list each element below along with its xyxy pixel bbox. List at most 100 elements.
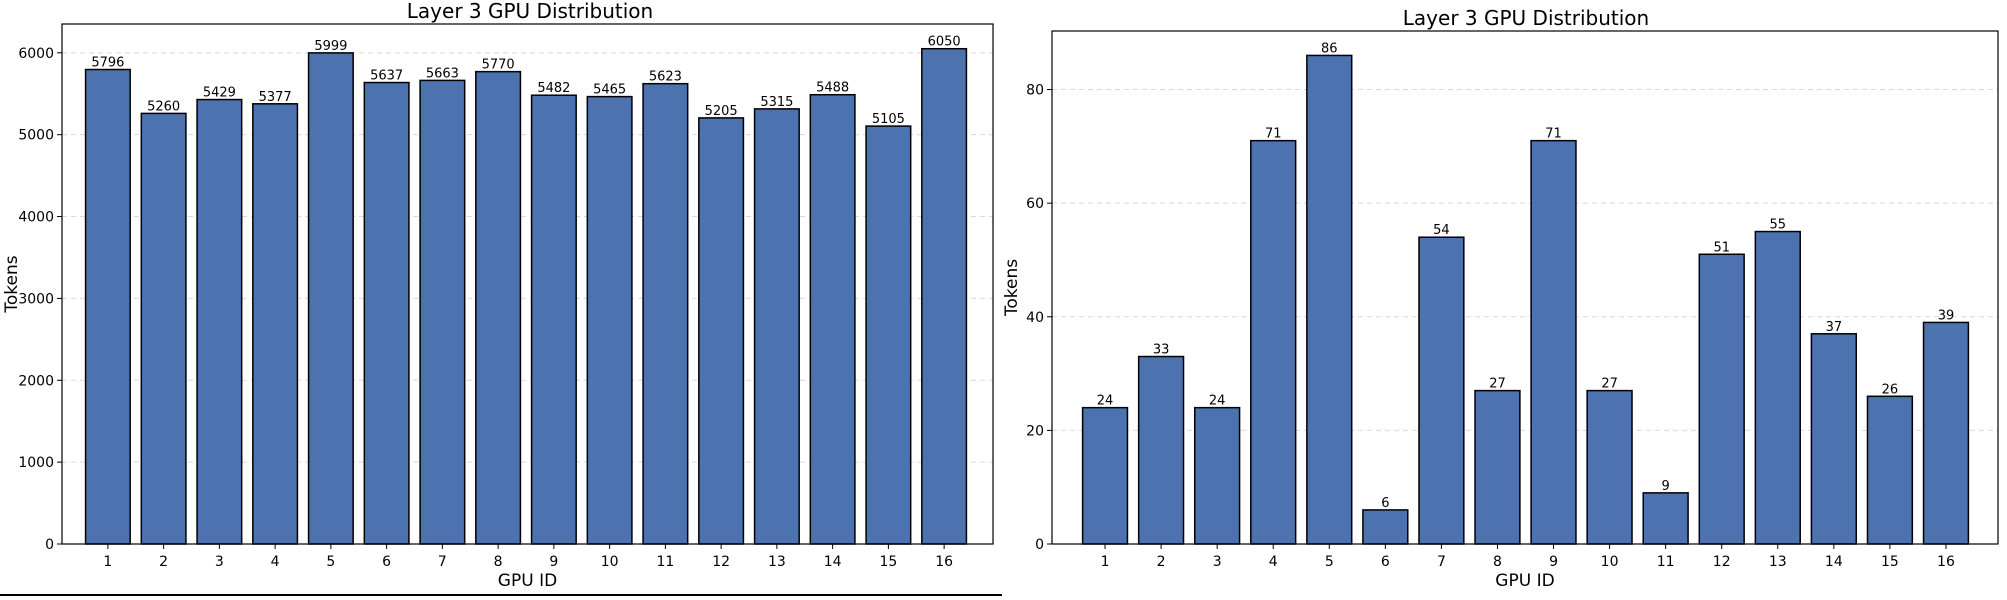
x-tick-label: 7 (1437, 554, 1446, 570)
data-label: 5482 (537, 81, 570, 96)
bar (1474, 389, 1521, 545)
data-label: 9 (1662, 479, 1670, 494)
x-tick-label: 15 (879, 554, 897, 570)
y-tick-label: 4000 (18, 210, 54, 226)
data-label: 39 (1938, 308, 1955, 323)
bar (475, 70, 522, 545)
y-tick-label: 0 (1035, 537, 1044, 553)
bar (1866, 395, 1914, 545)
x-tick-label: 2 (159, 554, 168, 570)
y-axis-label: Tokens (2, 255, 22, 313)
data-label: 5999 (314, 39, 347, 54)
data-label: 5205 (705, 104, 738, 119)
bar (753, 108, 800, 545)
chart-title: Layer 3 GPU Distribution (407, 0, 653, 23)
chart-title: Layer 3 GPU Distribution (1403, 6, 1649, 30)
x-tick-label: 10 (1601, 554, 1619, 570)
y-tick-label: 6000 (18, 46, 54, 62)
x-tick-label: 4 (271, 554, 280, 570)
y-tick-label: 5000 (18, 128, 54, 144)
x-tick-label: 1 (103, 554, 112, 570)
data-label: 71 (1545, 127, 1562, 142)
data-label: 27 (1489, 377, 1506, 392)
bar (1418, 236, 1465, 545)
x-axis-label: GPU ID (498, 571, 557, 591)
x-tick-label: 3 (1213, 554, 1222, 570)
data-label: 5105 (872, 112, 905, 127)
data-label: 5260 (147, 99, 180, 114)
bar (140, 112, 187, 545)
bar (586, 95, 633, 545)
data-label: 55 (1770, 218, 1787, 233)
x-tick-label: 3 (215, 554, 224, 570)
x-tick-label: 6 (382, 554, 391, 570)
data-label: 37 (1826, 320, 1843, 335)
data-label: 24 (1097, 394, 1114, 409)
data-label: 5465 (593, 83, 626, 98)
bar (1081, 406, 1129, 545)
bar (419, 79, 466, 545)
x-tick-label: 2 (1157, 554, 1166, 570)
bar (196, 98, 243, 545)
x-tick-label: 5 (326, 554, 335, 570)
bar (252, 103, 299, 545)
y-tick-label: 1000 (18, 455, 54, 471)
bar (84, 68, 131, 545)
bar (921, 47, 968, 545)
y-tick-label: 20 (1026, 423, 1044, 439)
x-tick-label: 15 (1881, 554, 1899, 570)
bar (307, 52, 354, 545)
data-label: 5377 (259, 90, 292, 105)
data-label: 24 (1209, 394, 1226, 409)
x-tick-label: 11 (1657, 554, 1675, 570)
y-tick-label: 2000 (18, 373, 54, 389)
x-tick-label: 5 (1325, 554, 1334, 570)
x-tick-label: 7 (438, 554, 447, 570)
chart-2: 2413322437148656654727871927109115112551… (1002, 6, 1999, 591)
x-tick-label: 14 (1825, 554, 1843, 570)
bar (809, 93, 856, 545)
bar (1754, 230, 1801, 545)
x-tick-label: 4 (1269, 554, 1278, 570)
bar (642, 82, 689, 545)
bar (1586, 389, 1633, 545)
x-tick-label: 9 (549, 554, 558, 570)
x-tick-label: 13 (768, 554, 786, 570)
y-axis-label: Tokens (1002, 259, 1022, 317)
data-label: 6050 (928, 35, 961, 50)
bar (530, 94, 577, 545)
bar (1193, 406, 1241, 545)
x-tick-label: 12 (1713, 554, 1731, 570)
bar (1306, 54, 1353, 545)
plot-frame (61, 23, 994, 545)
bar (1642, 492, 1689, 545)
x-tick-label: 8 (494, 554, 503, 570)
bar (1137, 355, 1185, 545)
data-label: 6 (1381, 496, 1389, 511)
y-tick-label: 3000 (18, 291, 54, 307)
y-tick-label: 40 (1026, 310, 1044, 326)
bar (1922, 321, 1970, 545)
x-tick-label: 8 (1493, 554, 1502, 570)
chart-1: 5796 1 5260 2 5429 3 5377 4 5999 5 5637 6 5663 7 5770 8… (2, 0, 994, 591)
x-tick-label: 9 (1549, 554, 1558, 570)
x-tick-label: 10 (601, 554, 619, 570)
plot-frame (1051, 30, 1999, 545)
data-label: 71 (1265, 127, 1282, 142)
data-label: 5796 (91, 56, 124, 71)
data-label: 5315 (760, 95, 793, 110)
bar (698, 117, 745, 545)
x-axis-label: GPU ID (1495, 571, 1554, 591)
y-tick-label: 80 (1026, 83, 1044, 99)
y-tick-label: 0 (45, 537, 54, 553)
data-label: 27 (1601, 377, 1618, 392)
data-label: 26 (1882, 382, 1899, 397)
data-label: 5663 (426, 66, 459, 81)
x-tick-label: 1 (1101, 554, 1110, 570)
bar (1698, 253, 1745, 545)
x-tick-label: 16 (935, 554, 953, 570)
x-tick-label: 16 (1937, 554, 1955, 570)
bar (1250, 139, 1297, 545)
bottom-divider (0, 594, 1002, 596)
x-tick-label: 12 (712, 554, 730, 570)
